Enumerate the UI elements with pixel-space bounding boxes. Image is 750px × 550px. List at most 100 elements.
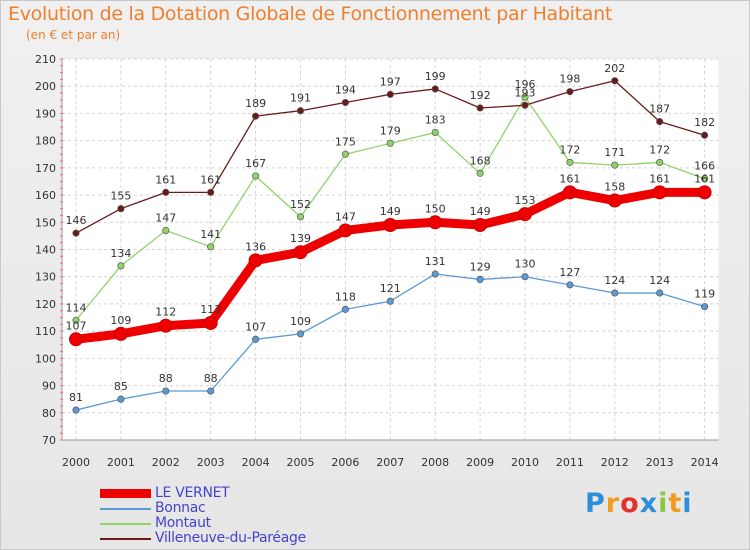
data-point-bonnac — [117, 395, 125, 403]
data-point-montaut — [252, 172, 260, 180]
data-point-bonnac — [296, 330, 305, 338]
data-point-villeneuve-du-par-age — [431, 85, 439, 93]
data-label-montaut: 175 — [335, 135, 356, 148]
x-tick-label-2000: 2000 — [62, 456, 90, 469]
data-point-villeneuve-du-par-age — [566, 88, 574, 96]
data-point-montaut — [701, 175, 709, 183]
data-label-montaut: 172 — [559, 143, 580, 156]
logo-letter: i — [658, 488, 669, 519]
data-label-bonnac: 107 — [245, 320, 266, 333]
data-label-bonnac: 118 — [335, 290, 356, 303]
data-label-le-vernet: 161 — [649, 172, 670, 185]
x-tick-label-2007: 2007 — [376, 456, 404, 469]
data-point-le-vernet — [383, 218, 398, 233]
data-point-montaut — [72, 316, 80, 324]
legend-label-villeneuve: Villeneuve-du-Paréage — [155, 530, 306, 546]
data-label-bonnac: 130 — [515, 258, 536, 271]
legend-label-montaut: Montaut — [155, 515, 211, 531]
logo-letter: i — [682, 488, 693, 519]
data-point-montaut — [386, 139, 394, 147]
x-tick-label-2002: 2002 — [152, 456, 180, 469]
data-label-le-vernet: 149 — [470, 205, 491, 218]
y-tick-label-210: 210 — [35, 53, 56, 66]
y-tick-label-110: 110 — [35, 325, 56, 338]
data-point-villeneuve-du-par-age — [117, 205, 125, 213]
data-label-bonnac: 121 — [380, 282, 401, 295]
data-label-bonnac: 124 — [604, 274, 625, 287]
y-tick-label-150: 150 — [35, 216, 56, 229]
y-tick-label-170: 170 — [35, 162, 56, 175]
chart-title: Evolution de la Dotation Globale de Fonc… — [8, 3, 613, 25]
y-tick-label-130: 130 — [35, 271, 56, 284]
proxiti-logo: Proxiti — [585, 488, 693, 519]
logo-letter: o — [620, 488, 640, 519]
data-point-montaut — [476, 169, 484, 177]
data-label-montaut: 114 — [66, 301, 87, 314]
data-label-montaut: 152 — [290, 198, 311, 211]
data-point-le-vernet — [158, 318, 173, 333]
data-label-villeneuve-du-par-age: 155 — [110, 190, 131, 203]
data-point-villeneuve-du-par-age — [252, 112, 260, 120]
y-tick-label-140: 140 — [35, 244, 56, 257]
data-point-villeneuve-du-par-age — [296, 107, 305, 115]
x-tick-label-2010: 2010 — [511, 456, 539, 469]
data-point-montaut — [431, 128, 439, 137]
data-point-villeneuve-du-par-age — [476, 104, 484, 112]
data-label-villeneuve-du-par-age: 199 — [425, 70, 446, 83]
legend-swatch-montaut — [100, 523, 151, 525]
data-label-le-vernet: 158 — [604, 181, 625, 194]
data-label-montaut: 147 — [155, 211, 176, 224]
data-label-villeneuve-du-par-age: 194 — [335, 84, 356, 97]
y-tick-label-200: 200 — [35, 80, 56, 93]
data-point-bonnac — [521, 273, 529, 281]
data-point-villeneuve-du-par-age — [521, 101, 529, 109]
y-tick-label-180: 180 — [35, 135, 56, 148]
data-point-le-vernet — [248, 253, 263, 268]
data-label-bonnac: 109 — [290, 315, 311, 328]
chart-subtitle: (en € et par an) — [26, 28, 121, 42]
legend-label-le-vernet: LE VERNET — [155, 485, 230, 501]
x-tick-label-2004: 2004 — [242, 456, 270, 469]
data-label-villeneuve-du-par-age: 182 — [694, 116, 715, 129]
data-label-le-vernet: 161 — [559, 172, 580, 185]
data-label-villeneuve-du-par-age: 161 — [155, 173, 176, 186]
x-tick-label-2001: 2001 — [107, 456, 135, 469]
data-point-bonnac — [162, 387, 170, 395]
data-point-montaut — [162, 226, 170, 235]
data-label-montaut: 141 — [200, 228, 221, 241]
x-tick-label-2013: 2013 — [646, 456, 674, 469]
y-tick-label-70: 70 — [42, 434, 56, 447]
x-tick-label-2008: 2008 — [421, 456, 449, 469]
data-point-le-vernet — [338, 223, 353, 238]
data-point-bonnac — [656, 289, 664, 297]
data-point-villeneuve-du-par-age — [656, 118, 664, 126]
data-point-villeneuve-du-par-age — [341, 98, 349, 107]
data-label-montaut: 166 — [694, 160, 715, 173]
data-point-villeneuve-du-par-age — [162, 188, 170, 196]
data-label-villeneuve-du-par-age: 146 — [66, 214, 87, 227]
data-point-montaut — [521, 93, 529, 101]
data-point-le-vernet — [113, 326, 128, 341]
y-tick-label-100: 100 — [35, 352, 56, 365]
data-label-le-vernet: 107 — [66, 319, 87, 332]
data-point-villeneuve-du-par-age — [386, 90, 394, 98]
data-point-montaut — [296, 213, 305, 221]
data-label-villeneuve-du-par-age: 202 — [604, 62, 625, 75]
data-label-le-vernet: 149 — [380, 205, 401, 218]
data-point-villeneuve-du-par-age — [701, 131, 709, 139]
data-point-le-vernet — [203, 315, 218, 330]
data-label-bonnac: 131 — [425, 255, 446, 268]
data-label-bonnac: 119 — [694, 288, 715, 301]
x-tick-label-2014: 2014 — [691, 456, 719, 469]
y-tick-label-120: 120 — [35, 298, 56, 311]
data-point-le-vernet — [518, 207, 532, 222]
data-point-bonnac — [207, 387, 215, 395]
data-label-montaut: 168 — [470, 154, 491, 167]
data-point-montaut — [341, 150, 349, 158]
data-label-le-vernet: 109 — [110, 314, 131, 327]
data-label-le-vernet: 147 — [335, 210, 356, 223]
data-label-montaut: 183 — [425, 113, 446, 126]
logo-letter: r — [605, 488, 621, 519]
data-point-le-vernet — [562, 185, 577, 200]
